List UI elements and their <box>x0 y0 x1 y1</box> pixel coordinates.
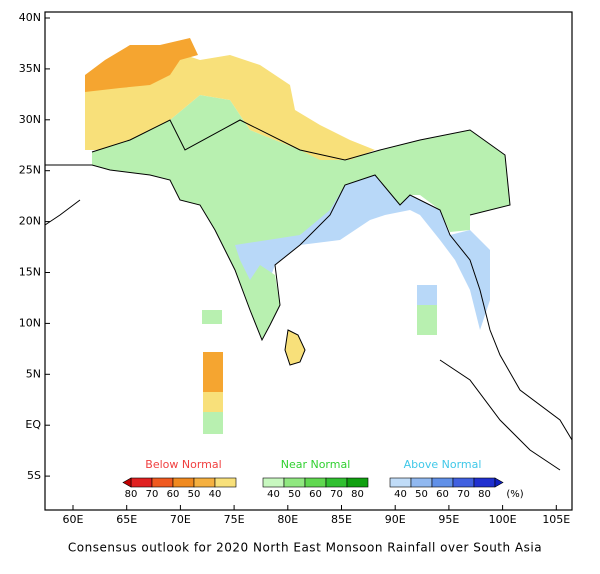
near-normal-south-region <box>250 265 280 340</box>
legend-title: Near Normal <box>281 458 351 471</box>
lat-label: 35N <box>19 62 41 75</box>
legend-unit: (%) <box>506 489 523 500</box>
legend-label: 80 <box>351 489 364 500</box>
legend-swatch <box>473 477 496 488</box>
legend-arrow <box>122 477 132 488</box>
lon-label: 80E <box>277 513 298 526</box>
islands-near <box>202 310 222 324</box>
legend-label: 40 <box>267 489 280 500</box>
lon-label: 75E <box>224 513 245 526</box>
legend-swatch <box>325 477 348 488</box>
islands-green <box>203 412 223 434</box>
legend-swatch <box>130 477 153 488</box>
lat-label: 15N <box>19 266 41 279</box>
legend-swatch <box>151 477 174 488</box>
legend-swatch <box>431 477 454 488</box>
lat-label: 20N <box>19 215 41 228</box>
legend-label: 50 <box>188 489 201 500</box>
legend-label: 70 <box>457 489 470 500</box>
above-normal-region <box>235 175 490 330</box>
legend-swatch <box>452 477 475 488</box>
lat-label: 5S <box>27 469 41 482</box>
legend-label: 80 <box>478 489 491 500</box>
legend-swatch <box>410 477 433 488</box>
lat-label: 40N <box>19 11 41 24</box>
islands-yellow <box>203 392 223 412</box>
legend-swatch <box>172 477 195 488</box>
legend-swatch <box>214 477 237 488</box>
lat-labels: 40N 35N 30N 25N 20N 15N 10N 5N EQ 5S <box>19 11 50 482</box>
legend-label: 60 <box>309 489 322 500</box>
andaman-above <box>417 285 437 305</box>
legend-label: 50 <box>288 489 301 500</box>
islands-below <box>203 352 223 392</box>
legend-swatch <box>346 477 369 488</box>
legend-swatch <box>389 477 412 488</box>
near-normal-region <box>92 95 510 340</box>
lon-label: 105E <box>542 513 570 526</box>
lat-label: 30N <box>19 113 41 126</box>
legend-swatch <box>304 477 327 488</box>
legend-label: 60 <box>436 489 449 500</box>
lat-label: 25N <box>19 164 41 177</box>
lon-label: 65E <box>116 513 137 526</box>
legend-label: 80 <box>125 489 138 500</box>
legend-swatch <box>193 477 216 488</box>
legend-label: 50 <box>415 489 428 500</box>
below-normal-strong-region <box>85 38 198 92</box>
andaman-near <box>417 305 437 335</box>
lon-labels: 60E 65E 70E 75E 80E 85E 90E 95E 100E 105E <box>63 505 570 526</box>
legend-title: Below Normal <box>145 458 221 471</box>
legend: Below Normal 80 70 60 50 40 Near Normal 40 50 60 7… <box>122 458 524 500</box>
legend-swatch <box>283 477 306 488</box>
lon-label: 95E <box>438 513 459 526</box>
lat-label: 5N <box>26 367 41 380</box>
lon-label: 60E <box>63 513 84 526</box>
lat-label: 10N <box>19 316 41 329</box>
lon-label: 90E <box>385 513 406 526</box>
legend-label: 70 <box>330 489 343 500</box>
lon-label: 100E <box>489 513 517 526</box>
forecast-regions <box>85 38 510 434</box>
lon-label: 85E <box>331 513 352 526</box>
legend-label: 40 <box>394 489 407 500</box>
legend-swatch <box>262 477 285 488</box>
caption: Consensus outlook for 2020 North East Mo… <box>68 541 542 555</box>
legend-title: Above Normal <box>404 458 482 471</box>
legend-label: 60 <box>167 489 180 500</box>
sri-lanka <box>284 329 306 366</box>
legend-label: 40 <box>209 489 222 500</box>
lat-label: EQ <box>25 418 41 431</box>
legend-arrow <box>494 477 504 488</box>
legend-label: 70 <box>146 489 159 500</box>
lon-label: 70E <box>170 513 191 526</box>
